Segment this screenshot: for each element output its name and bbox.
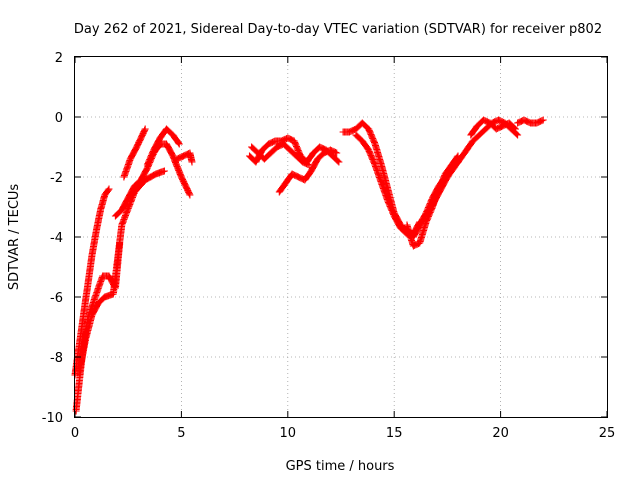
x-tick-label: 25 [599,426,616,441]
x-axis-label: GPS time / hours [286,459,395,474]
marker-trail [71,185,113,379]
x-tick-label: 20 [492,426,509,441]
series-arc-j [275,146,341,196]
y-tick-label: -4 [50,231,63,246]
plot-frame [74,56,608,418]
marker-trail [173,149,196,166]
marker-trail [248,140,313,169]
marker-trail [120,125,149,181]
series-arc-o [467,116,519,139]
y-tick-label: -2 [50,171,63,186]
series-arc-a [71,185,113,379]
x-tick-label: 15 [386,426,403,441]
x-tick-label: 0 [71,426,79,441]
series-arc-g [173,149,196,166]
x-tick-labels: 0 5 10 15 20 25 [71,426,615,441]
series-arc-f [143,125,183,169]
series-arc-p [514,116,547,127]
x-tick-label: 5 [177,426,185,441]
y-tick-labels: -10 -8 -6 -4 -2 0 2 [42,51,63,426]
y-tick-label: 0 [55,111,63,126]
series-arc-e [120,125,149,181]
y-tick-label: 2 [55,51,63,66]
series-arc-c [75,167,168,376]
y-tick-label: -10 [42,411,63,426]
y-axis-label: SDTVAR / TECUs [7,184,22,291]
grid-lines [75,57,607,417]
x-tick-label: 10 [280,426,297,441]
marker-trail [143,125,183,169]
series-arc-i [248,140,313,169]
data-marks [71,116,547,415]
axis-ticks [74,56,608,418]
marker-trail [514,116,547,127]
marker-trail [467,116,519,139]
y-tick-label: -6 [50,291,63,306]
marker-trail [75,167,168,376]
chart-title: Day 262 of 2021, Sidereal Day-to-day VTE… [74,22,602,37]
y-tick-label: -8 [50,351,63,366]
marker-trail [275,146,341,196]
